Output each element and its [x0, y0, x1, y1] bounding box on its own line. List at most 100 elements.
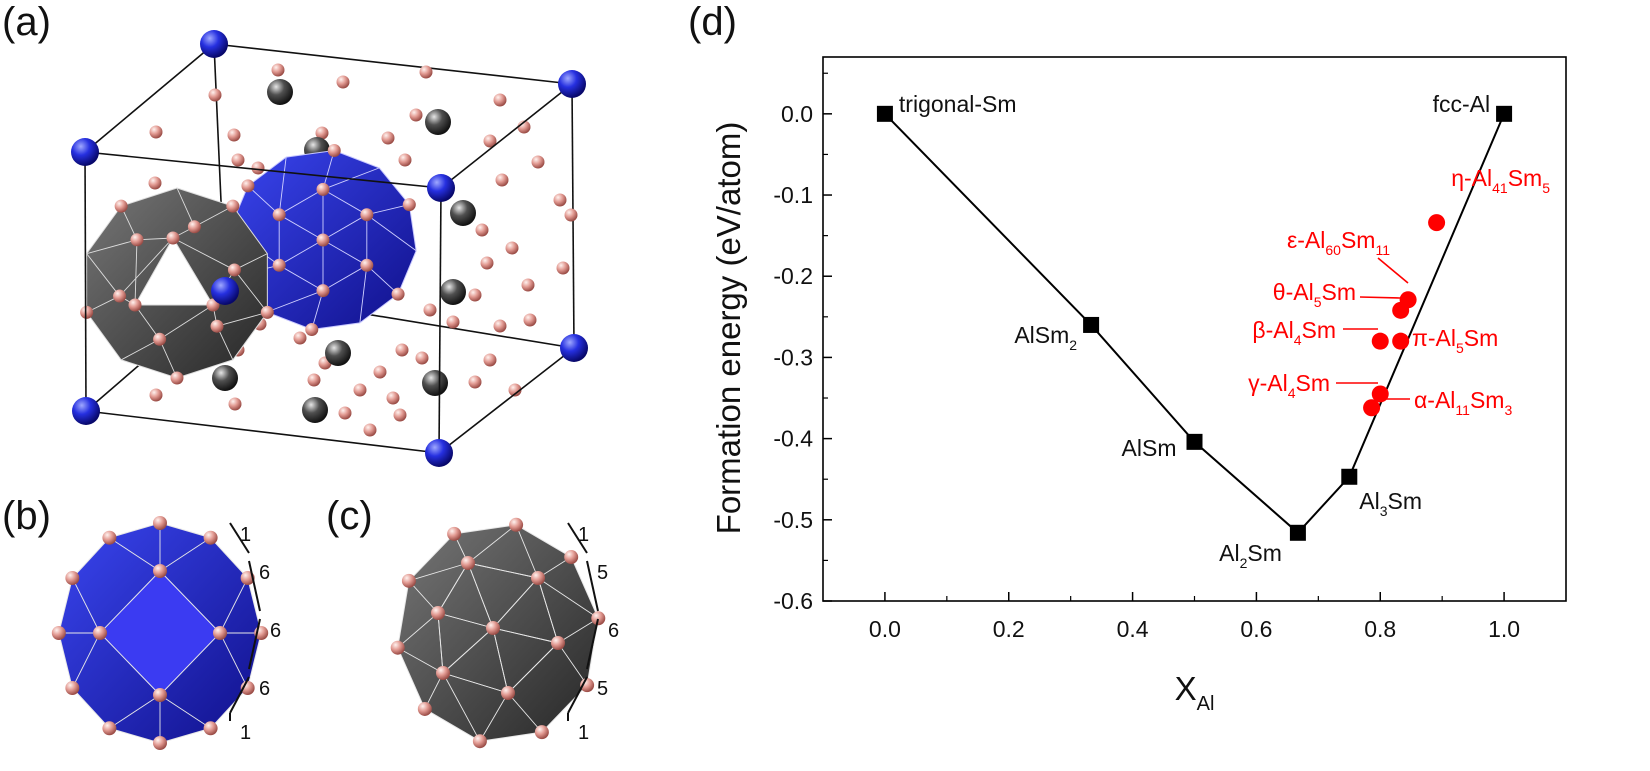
al-atom: [493, 93, 507, 107]
y-tick-label: -0.1: [773, 182, 813, 208]
al-atom: [523, 313, 537, 327]
cluster-edge: [442, 672, 509, 694]
cluster-edge: [467, 562, 539, 579]
al-atom: [475, 223, 489, 237]
hull-line: [884, 113, 1506, 535]
al-atom: [148, 176, 162, 190]
cluster-edge: [408, 580, 439, 614]
polyhedron-edge: [322, 264, 368, 291]
al-atom: [556, 261, 570, 275]
al-atom: [153, 736, 167, 750]
sm-atom-gray: [302, 397, 328, 423]
shell-bracket: [586, 560, 599, 612]
shell-bracket: [248, 560, 261, 612]
al-atom: [493, 319, 507, 333]
stable-phase-label: Al3Sm: [1359, 488, 1422, 519]
al-atom: [65, 681, 80, 695]
al-atom: [353, 383, 367, 397]
al-atom: [316, 284, 330, 298]
panel-label-c: (c): [326, 494, 373, 538]
cluster-edge: [437, 562, 469, 614]
cluster-edge: [492, 577, 539, 629]
polyhedron-edge: [278, 264, 324, 291]
al-atom: [468, 288, 482, 302]
panel-label-d: (d): [688, 0, 737, 44]
polyhedron-edge: [86, 253, 120, 297]
cluster-edge: [467, 524, 517, 564]
al-atom: [386, 391, 400, 405]
al-atom: [251, 161, 265, 175]
polyhedron-edge: [216, 311, 268, 327]
polyhedron-edge: [176, 187, 195, 227]
x-tick-label: 0.0: [869, 616, 901, 642]
al-atom: [360, 258, 374, 272]
metastable-phase-label: η-Al41Sm5: [1451, 165, 1550, 196]
al-atom: [391, 287, 405, 301]
sm-atoms-blue: [71, 30, 588, 467]
al-atom: [509, 517, 524, 532]
polyhedron-edge: [266, 290, 324, 313]
al-atom: [363, 423, 377, 437]
cluster-edge: [442, 672, 481, 742]
al-atom: [468, 375, 482, 389]
y-tick-label: -0.6: [773, 588, 813, 614]
polyhedron-edge: [119, 237, 174, 297]
shell-count: 6: [259, 678, 270, 700]
cluster-edge: [515, 524, 539, 579]
sm-atom-gray: [267, 79, 293, 105]
al-atom: [187, 220, 201, 234]
cluster-edge: [492, 627, 509, 694]
sm-atom-gray: [325, 340, 351, 366]
metastable-phases: η-Al41Sm5 ε-Al60Sm11 θ-Al5Sm β-Al4Sm π-Al5Sm…: [1248, 165, 1550, 418]
stable-phase-marker: [1496, 105, 1513, 122]
al-atom: [483, 134, 497, 148]
stable-phase-marker: [1341, 468, 1358, 485]
al-atom: [390, 640, 405, 655]
cluster-c-polyhedron: [390, 517, 606, 749]
al-atom: [102, 721, 117, 736]
al-atom: [114, 199, 128, 213]
al-atom: [381, 131, 395, 145]
cell-edge: [84, 151, 442, 189]
al-atom: [409, 108, 423, 122]
sm-atom-blue: [72, 397, 100, 425]
cluster-edge: [408, 562, 469, 582]
shell-bracket: [586, 618, 599, 670]
al-atom: [401, 573, 416, 588]
al-atom: [128, 298, 142, 312]
al-atom: [373, 365, 387, 379]
cluster-edge: [437, 612, 444, 674]
metastable-phase-label: θ-Al5Sm: [1273, 279, 1356, 310]
metastable-phase-marker: [1392, 301, 1410, 319]
al-atom: [316, 182, 330, 196]
polyhedron-edge: [194, 205, 234, 228]
sm-atom-gray: [425, 109, 451, 135]
polyhedron-edge: [278, 189, 324, 216]
al-atom: [436, 666, 450, 680]
stable-phase-label: AlSm2: [1014, 322, 1077, 353]
al-atom: [166, 231, 180, 245]
al-atom: [336, 75, 350, 89]
cluster-b-polyhedron: [51, 516, 269, 750]
al-atom: [227, 128, 241, 142]
al-atom: [521, 278, 535, 292]
al-atom: [213, 626, 227, 640]
polyhedron-edge: [366, 264, 399, 295]
al-atom: [316, 233, 330, 247]
x-axis-label: XAl: [1175, 670, 1215, 715]
al-atom: [495, 173, 509, 187]
cluster-edge: [159, 694, 211, 729]
stable-phase-marker: [1083, 316, 1100, 333]
metastable-phase-marker: [1428, 214, 1446, 232]
al-atom: [551, 636, 565, 650]
shell-count: 1: [578, 524, 589, 546]
metastable-phase-marker: [1371, 332, 1389, 350]
al-atom: [564, 550, 579, 565]
panel-label-a: (a): [2, 0, 51, 44]
x-tick-label: 0.8: [1364, 616, 1396, 642]
x-tick-label: 1.0: [1488, 616, 1520, 642]
cluster-edge: [109, 694, 161, 729]
label-leader-line: [1377, 257, 1409, 284]
y-tick-label: -0.4: [773, 426, 813, 452]
